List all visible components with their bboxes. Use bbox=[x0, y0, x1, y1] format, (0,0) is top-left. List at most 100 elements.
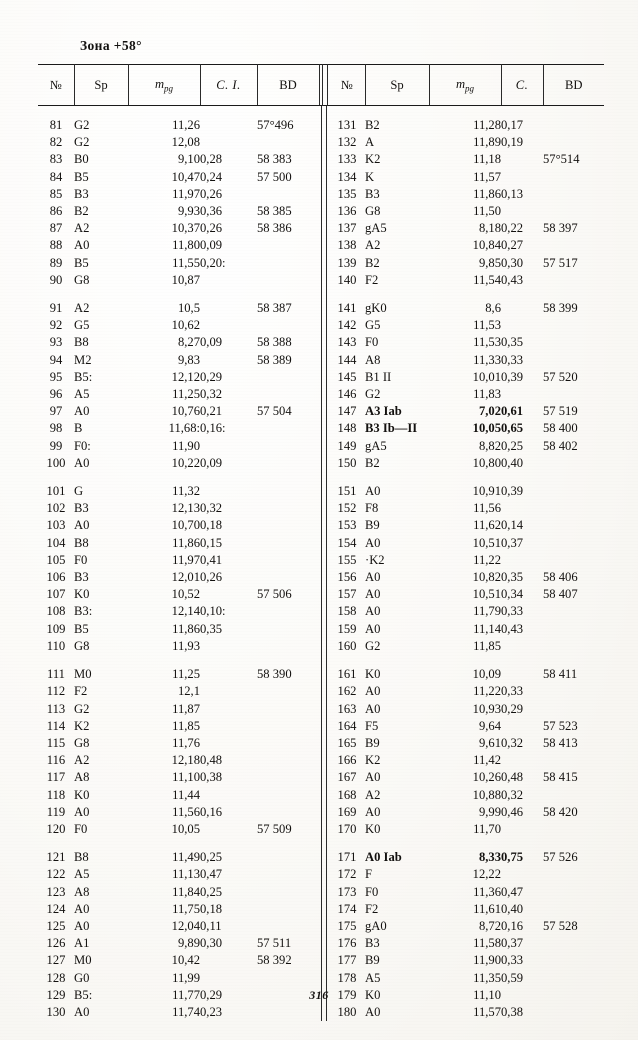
row-ci-right bbox=[501, 666, 543, 683]
row-num-left: 89 bbox=[49, 255, 63, 270]
row-bd-right bbox=[543, 386, 604, 403]
row-num-right: 151 bbox=[337, 484, 357, 499]
column-divider bbox=[319, 220, 329, 238]
row-bd-left bbox=[257, 272, 319, 289]
table-row: 129 B5: 11,77 0,29 179 K0 11,10 bbox=[38, 986, 604, 1005]
row-mag-left: 10,37 bbox=[171, 221, 200, 236]
row-ci-right bbox=[501, 866, 543, 883]
row-ci-right bbox=[501, 752, 543, 769]
row-mag-left: 11,86 bbox=[172, 535, 200, 550]
row-mag-right: 10,88 bbox=[472, 787, 501, 802]
row-ci-left bbox=[200, 483, 257, 500]
column-divider bbox=[319, 105, 329, 118]
row-bd-right bbox=[543, 701, 604, 718]
row-bd-right bbox=[543, 272, 604, 289]
gap-cell bbox=[543, 106, 604, 118]
row-num-right: 178 bbox=[337, 970, 357, 985]
row-bd-right bbox=[543, 683, 604, 700]
row-ci-right: 0,59 bbox=[501, 970, 524, 985]
row-mag-right: 9,99 bbox=[478, 804, 501, 819]
row-ci-left bbox=[200, 666, 257, 683]
row-sp-left: G0 bbox=[74, 970, 90, 985]
table-row: 114 K2 11,85 164 F5 9,64 57 523 bbox=[38, 717, 604, 736]
row-sp-left: G5 bbox=[74, 318, 90, 333]
table-row: 120 F0 10,05 57 509 170 K0 11,70 bbox=[38, 820, 604, 839]
gap-cell bbox=[501, 472, 543, 483]
column-divider bbox=[319, 151, 329, 169]
row-sp-right: gA5 bbox=[365, 438, 387, 453]
group-separator bbox=[38, 655, 604, 667]
row-mag-right: 11,57 bbox=[473, 1004, 501, 1019]
row-sp-left: G8 bbox=[74, 735, 90, 750]
row-sp-right: K0 bbox=[365, 821, 381, 836]
row-ci-right: 0,25 bbox=[501, 438, 524, 453]
row-sp-left: K2 bbox=[74, 718, 90, 733]
row-bd-left: 57 509 bbox=[257, 821, 292, 836]
row-num-right: 138 bbox=[337, 238, 357, 253]
row-sp-left: G bbox=[74, 484, 84, 499]
row-mag-right: 12,22 bbox=[472, 867, 501, 882]
row-num-left: 127 bbox=[46, 953, 66, 968]
header-sp-left: Sp bbox=[74, 64, 129, 106]
table-row: 98 B 11,68: 0,16: 148 B3 Ib—II 10,05 0,65 58 400 bbox=[38, 420, 604, 438]
row-ci-left: 0,21 bbox=[200, 404, 223, 419]
row-ci-right bbox=[501, 386, 543, 403]
column-divider bbox=[319, 620, 329, 639]
row-ci-right bbox=[501, 151, 543, 168]
row-mag-left: 8,27 bbox=[177, 335, 200, 350]
table-row: 109 B5 11,86 0,35 159 A0 11,14 0,43 bbox=[38, 620, 604, 639]
row-sp-right: A0 bbox=[365, 587, 381, 602]
row-ci-left bbox=[200, 718, 257, 735]
row-mag-left: 10,42 bbox=[171, 953, 200, 968]
row-sp-left: B8 bbox=[74, 850, 89, 865]
row-mag-right: 10,05 bbox=[472, 421, 501, 436]
row-mag-right: 8,33 bbox=[478, 850, 501, 865]
column-divider bbox=[319, 683, 329, 701]
row-mag-right: 11,18 bbox=[473, 152, 501, 167]
row-sp-right: A0 bbox=[365, 535, 381, 550]
table-row: 112 F2 12,1 162 A0 11,22 0,33 bbox=[38, 683, 604, 701]
row-ci-right: 0,32 bbox=[501, 735, 524, 750]
row-sp-left: B3 bbox=[74, 501, 89, 516]
row-num-right: 154 bbox=[337, 535, 357, 550]
row-num-left: 106 bbox=[46, 570, 66, 585]
row-ci-right: 0,43 bbox=[501, 621, 524, 636]
row-sp-left: A0 bbox=[74, 455, 90, 470]
table-row: 97 A0 10,76 0,21 57 504 147 A3 Iab 7,02 0,61 57 5… bbox=[38, 403, 604, 421]
column-divider bbox=[319, 351, 329, 370]
row-mag-right: 11,86 bbox=[473, 186, 501, 201]
table-row: 116 A2 12,18 0,48 166 K2 11,42 bbox=[38, 752, 604, 770]
row-num-right: 163 bbox=[337, 701, 357, 716]
column-divider bbox=[319, 700, 329, 718]
row-ci-left: 0,26 bbox=[200, 186, 223, 201]
row-mag-right: 10,09 bbox=[472, 667, 501, 682]
column-divider bbox=[319, 603, 329, 621]
row-mag-left: 11,44 bbox=[172, 787, 200, 802]
row-sp-right: B1 II bbox=[365, 369, 392, 384]
row-num-left: 129 bbox=[46, 987, 66, 1002]
row-bd-left: 58 385 bbox=[257, 204, 292, 219]
table-row: 119 A0 11,56 0,16 169 A0 9,99 0,46 58 420 bbox=[38, 803, 604, 822]
row-mag-right: 9,64 bbox=[478, 718, 501, 733]
row-ci-left bbox=[200, 272, 257, 289]
row-num-left: 111 bbox=[47, 667, 65, 682]
row-mag-left: 11,10 bbox=[172, 770, 200, 785]
group-separator bbox=[38, 472, 604, 484]
row-bd-left bbox=[257, 134, 319, 151]
row-sp-left: B3 bbox=[74, 186, 89, 201]
table-row: 100 A0 10,22 0,09 150 B2 10,80 0,40 bbox=[38, 454, 604, 473]
gap-cell bbox=[38, 838, 74, 849]
row-sp-right: G2 bbox=[365, 638, 381, 653]
column-divider bbox=[319, 900, 329, 919]
row-num-left: 125 bbox=[46, 918, 66, 933]
row-sp-right: F5 bbox=[365, 718, 379, 733]
row-bd-right bbox=[543, 552, 604, 569]
gap-cell bbox=[38, 106, 74, 118]
row-sp-left: B3 bbox=[74, 570, 89, 585]
row-mag-left: 11,99 bbox=[172, 970, 200, 985]
gap-cell bbox=[74, 289, 128, 300]
row-mag-left: 9,89 bbox=[177, 936, 200, 951]
row-bd-left bbox=[257, 255, 319, 272]
row-sp-right: K2 bbox=[365, 753, 381, 768]
